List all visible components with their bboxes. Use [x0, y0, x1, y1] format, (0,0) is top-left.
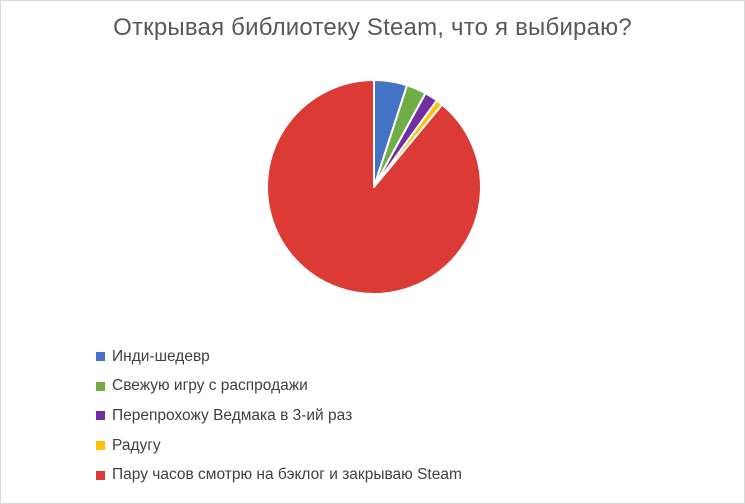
legend-swatch — [96, 352, 105, 362]
legend-swatch — [96, 441, 105, 451]
chart-legend: Инди-шедевр Свежую игру с распродажи Пер… — [96, 342, 462, 490]
chart-title: Открывая библиотеку Steam, что я выбираю… — [113, 14, 632, 41]
legend-item: Пару часов смотрю на бэклог и закрываю S… — [96, 460, 462, 490]
legend-item: Радугу — [96, 431, 462, 461]
legend-item: Инди-шедевр — [96, 342, 462, 372]
legend-label: Радугу — [112, 436, 161, 454]
legend-swatch — [96, 470, 105, 480]
legend-label: Инди-шедевр — [112, 347, 210, 365]
legend-item: Свежую игру с распродажи — [96, 372, 462, 402]
legend-swatch — [96, 411, 105, 421]
legend-item: Перепрохожу Ведмака в 3-ий раз — [96, 401, 462, 431]
legend-swatch — [96, 381, 105, 391]
legend-label: Перепрохожу Ведмака в 3-ий раз — [112, 406, 353, 424]
pie-slice — [266, 79, 482, 295]
legend-label: Свежую игру с распродажи — [112, 377, 308, 395]
legend-label: Пару часов смотрю на бэклог и закрываю S… — [112, 466, 462, 484]
